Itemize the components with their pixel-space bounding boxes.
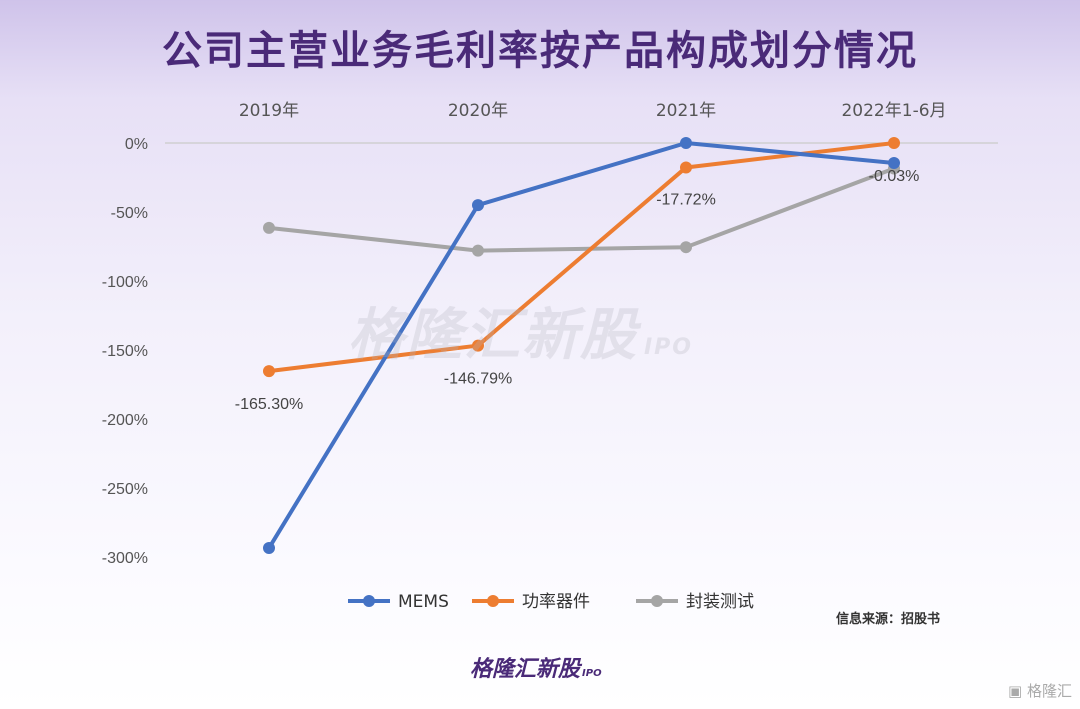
data-point: [680, 137, 692, 149]
y-tick-label: -50%: [111, 205, 148, 222]
data-label: -17.72%: [656, 191, 716, 208]
legend-label: 功率器件: [522, 592, 590, 612]
data-point: [263, 365, 275, 378]
series-line: [268, 166, 895, 253]
chart-title: 公司主营业务毛利率按产品构成划分情况: [162, 28, 918, 74]
y-tick-label: -250%: [102, 481, 148, 498]
data-point: [680, 241, 692, 254]
corner-watermark: ▣ 格隆汇: [1008, 682, 1072, 700]
data-point: [263, 221, 275, 234]
watermark-logo: 格隆汇新股 IPO: [348, 303, 694, 368]
series-line: [267, 141, 895, 550]
y-tick-label: -100%: [102, 274, 148, 291]
brand-logo: 格隆汇新股 IPO: [470, 657, 602, 682]
series-layer: [263, 137, 900, 555]
data-point: [472, 339, 484, 352]
corner-logo-icon: ▣: [1008, 682, 1023, 700]
data-label: -0.03%: [869, 168, 920, 185]
legend-marker: [651, 595, 663, 607]
y-tick-label: -300%: [102, 550, 148, 567]
x-tick-label: 2021年: [656, 101, 716, 121]
data-label: -165.30%: [235, 396, 304, 413]
axis-layer: 0% -50% -100% -150% -200% -250% -300% 2019年 2020…: [102, 101, 998, 567]
y-tick-label: 0%: [125, 136, 148, 153]
y-tick-label: -150%: [102, 343, 148, 360]
data-label-layer: -165.30% -146.79% -17.72% -0.03%: [235, 168, 920, 413]
data-label: -146.79%: [444, 371, 513, 388]
source-note: 信息来源：招股书: [836, 612, 941, 627]
legend-label: 封装测试: [686, 592, 754, 612]
legend-marker: [487, 595, 499, 607]
series-line: [268, 141, 895, 374]
data-point: [888, 137, 900, 150]
data-point: [472, 244, 484, 257]
data-point: [263, 542, 275, 555]
x-tick-label: 2019年: [239, 101, 299, 121]
legend-label: MEMS: [398, 592, 449, 612]
x-tick-label: 2022年1-6月: [841, 101, 946, 121]
x-tick-label: 2020年: [448, 101, 508, 121]
data-point: [680, 161, 692, 174]
data-point: [888, 157, 900, 170]
legend: MEMS 功率器件 封装测试: [348, 592, 754, 612]
y-tick-label: -200%: [102, 412, 148, 429]
legend-marker: [363, 595, 375, 607]
data-point: [472, 199, 484, 212]
